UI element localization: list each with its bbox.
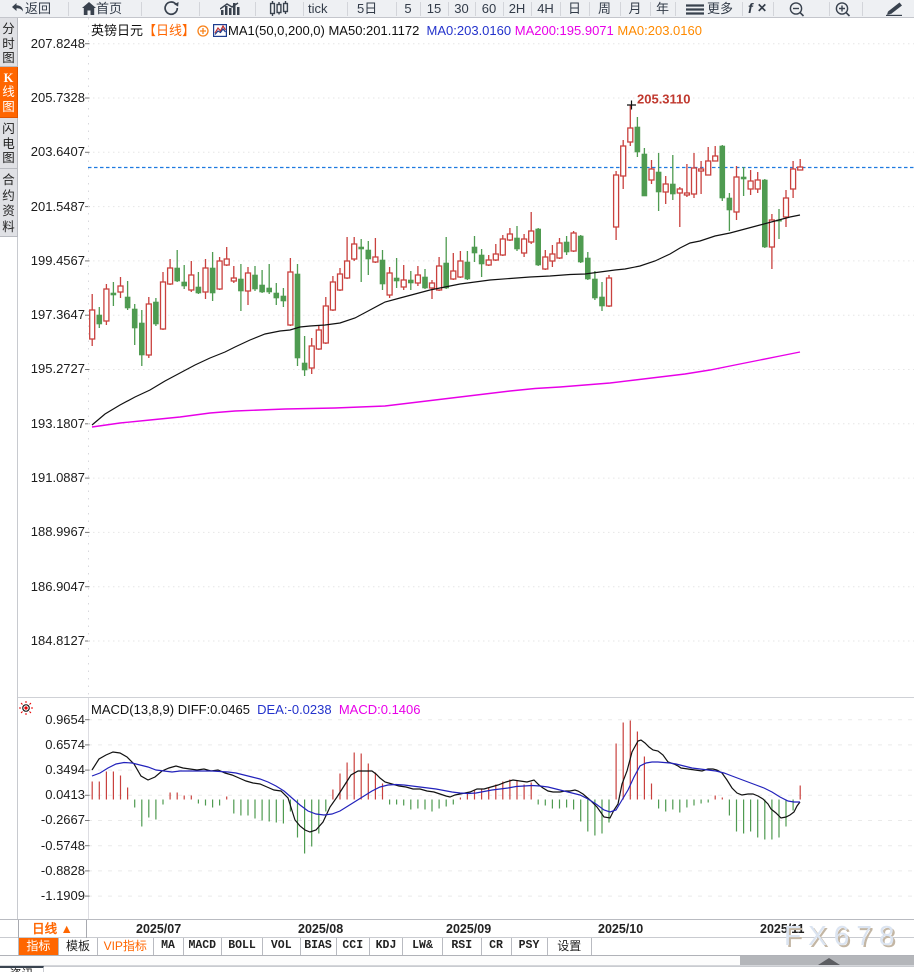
svg-text:205.3110: 205.3110 (637, 92, 691, 107)
